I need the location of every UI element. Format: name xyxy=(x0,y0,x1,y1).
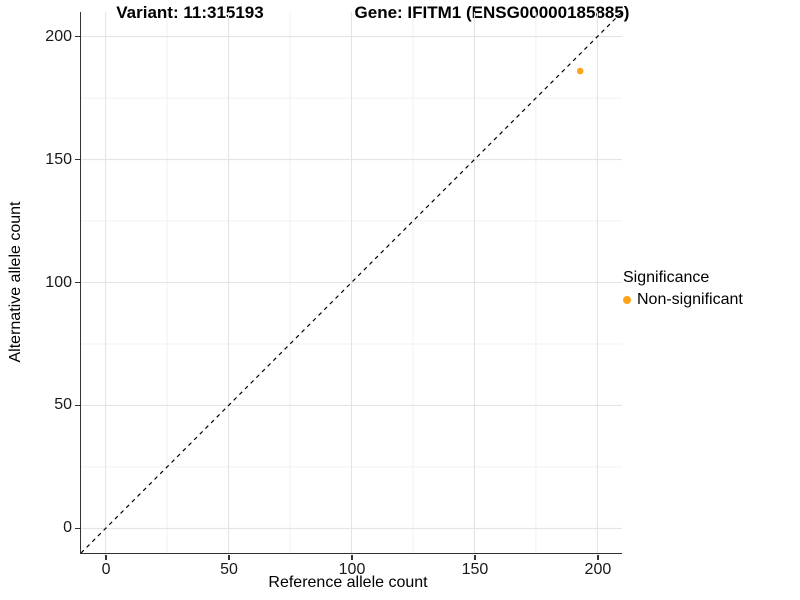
legend-item-label: Non-significant xyxy=(637,291,743,308)
y-tick-label: 50 xyxy=(54,396,72,414)
y-axis-title: Alternative allele count xyxy=(7,201,24,363)
x-tick-mark xyxy=(597,554,599,560)
plot-canvas xyxy=(81,12,622,553)
legend: Significance Non-significant xyxy=(623,268,743,309)
y-tick-mark xyxy=(75,158,80,161)
x-tick-label: 100 xyxy=(338,561,366,578)
x-tick-mark xyxy=(474,554,476,560)
y-tick-mark xyxy=(75,281,80,284)
x-axis-title: Reference allele count xyxy=(268,574,428,591)
x-tick-mark xyxy=(351,554,353,560)
x-tick-label: 200 xyxy=(584,561,612,578)
gene-title: Gene: IFITM1 (ENSG00000185885) xyxy=(354,3,630,22)
legend-point-swatch xyxy=(623,296,631,304)
y-tick-label: 100 xyxy=(45,273,72,291)
y-tick-mark xyxy=(75,527,80,530)
x-tick-mark xyxy=(228,554,230,560)
x-tick-label: 150 xyxy=(461,561,489,578)
x-tick-label: 0 xyxy=(101,561,111,578)
x-tick-label: 50 xyxy=(220,561,238,578)
plot-panel xyxy=(80,12,622,554)
y-tick-label: 0 xyxy=(63,519,72,537)
legend-title: Significance xyxy=(623,269,710,286)
y-tick-mark xyxy=(75,404,80,407)
variant-title: Variant: 11:315193 xyxy=(116,3,264,22)
data-point xyxy=(576,67,584,75)
y-tick-label: 150 xyxy=(45,150,72,168)
legend-item-non-significant: Non-significant xyxy=(623,291,743,309)
y-tick-mark xyxy=(75,35,80,38)
x-tick-mark xyxy=(105,554,107,560)
y-tick-label: 200 xyxy=(45,27,72,45)
